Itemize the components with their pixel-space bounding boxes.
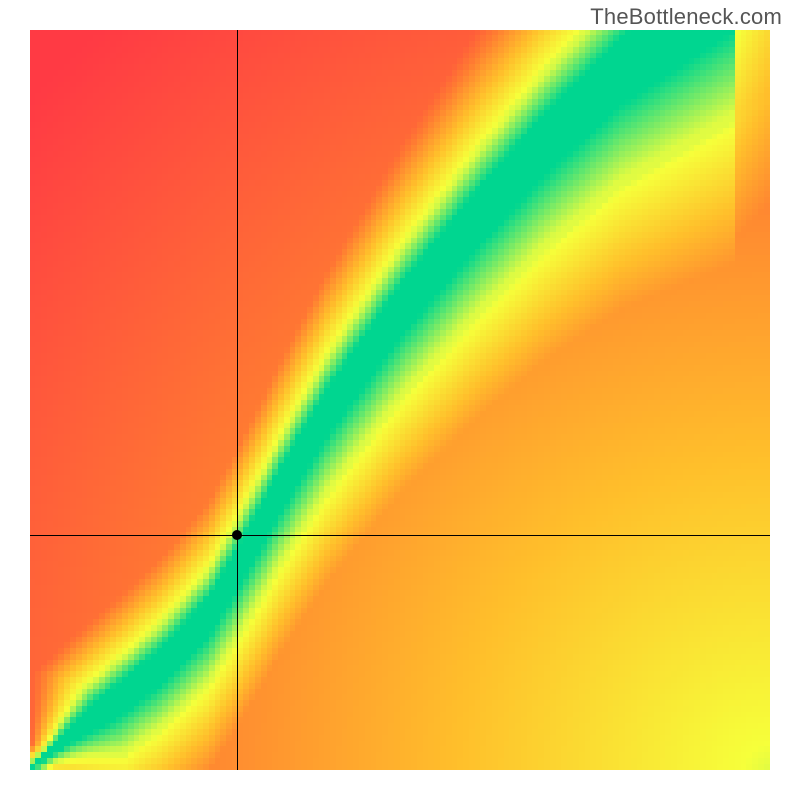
heatmap-canvas: [30, 30, 770, 770]
crosshair-vertical: [237, 30, 238, 770]
plot-frame: [30, 30, 770, 770]
crosshair-horizontal: [30, 535, 770, 536]
crosshair-marker: [232, 530, 242, 540]
watermark-text: TheBottleneck.com: [590, 4, 782, 30]
chart-container: TheBottleneck.com: [0, 0, 800, 800]
